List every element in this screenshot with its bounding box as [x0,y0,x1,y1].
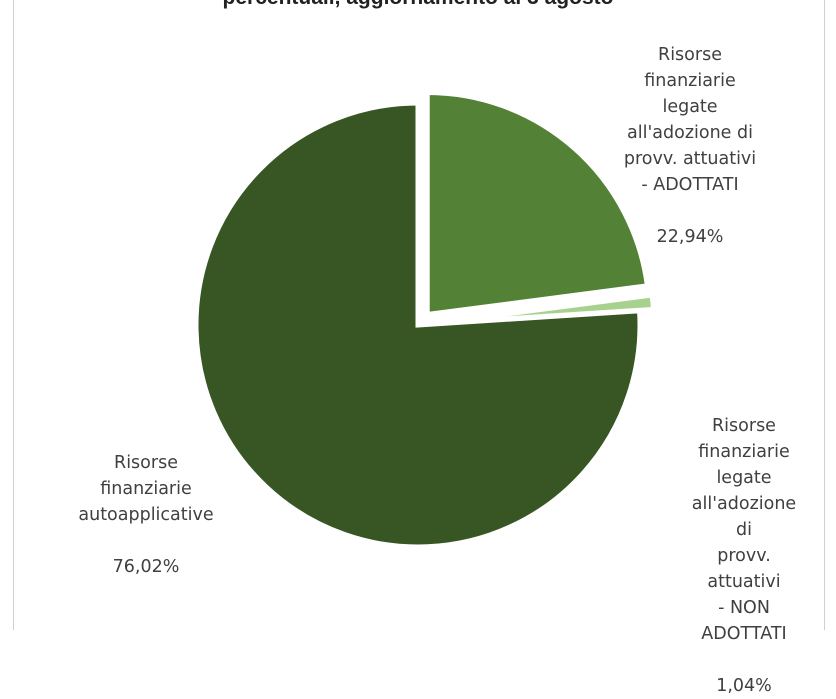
slice-label-adottati: Risorse finanziarie legate all'adozione … [624,16,756,250]
pie-slice-adottati [424,89,651,318]
slice-label-text: Risorse finanziarie autoapplicative [78,453,214,525]
slice-value-label: 22,94% [656,227,724,247]
frame-right-border [824,0,825,630]
slice-value-label: 76,02% [112,557,180,577]
slice-value-label: 1,04% [716,676,772,696]
pie-slices [193,89,657,550]
pie-chart [193,89,657,550]
slice-label-autoapplicative: Risorse finanziarie autoapplicative 76,0… [78,424,213,580]
pie-slice-autoapplicative [193,100,643,550]
frame-left-border [13,0,14,630]
slice-label-text: Risorse finanziarie legate all'adozione … [623,45,757,195]
chart-title: percentuali, aggiornamento al 3 agosto [0,0,836,10]
pie-slice-non-adottati [431,292,657,327]
slice-label-text: Risorse finanziarie legate all'adozione … [691,416,797,644]
slice-label-non-adottati: Risorse finanziarie legate all'adozione … [692,387,796,699]
